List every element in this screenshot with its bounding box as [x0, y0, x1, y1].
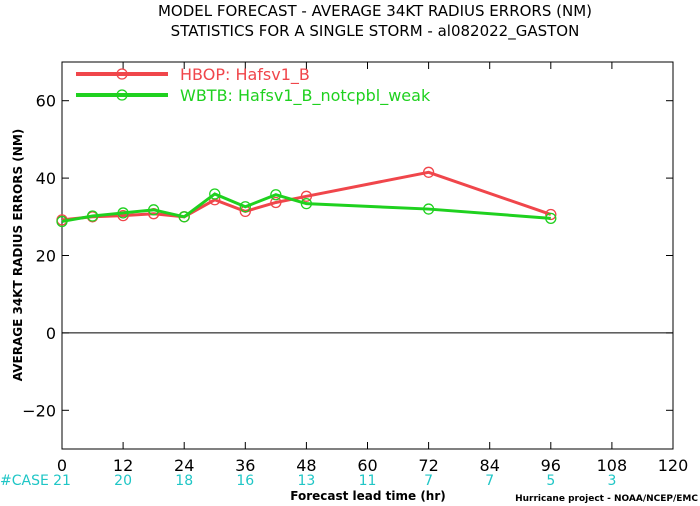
series-1-point: [545, 208, 557, 221]
series-2-point: [545, 212, 557, 224]
series-line-1: [61, 170, 552, 222]
series-2-point: [178, 211, 190, 223]
x-tick-label: 84: [480, 456, 500, 475]
plot-frame: [61, 61, 674, 450]
chart-title-line1: MODEL FORECAST - AVERAGE 34KT RADIUS ERR…: [158, 2, 592, 20]
series-2-point: [209, 188, 221, 200]
y-axis-label: AVERAGE 34KT RADIUS ERRORS (NM): [11, 129, 25, 381]
x-axis-label: Forecast lead time (hr): [290, 489, 446, 503]
series-2-point: [239, 201, 251, 213]
series-1-point: [422, 166, 435, 178]
x-tick-label: 108: [597, 456, 628, 475]
x-tick-label: 60: [357, 456, 377, 475]
case-count: 13: [297, 473, 315, 489]
series-2-point: [147, 204, 160, 216]
x-tick-label: 96: [541, 456, 561, 475]
legend-marker-2: [116, 89, 128, 101]
case-label: #CASE: [0, 473, 49, 489]
y-tick-label: 20: [36, 247, 56, 266]
legend-label-2: WBTB: Hafsv1_B_notcpbl_weak: [180, 86, 431, 106]
x-tick-label: 36: [235, 456, 255, 475]
x-tick-label: 24: [174, 456, 194, 475]
series-1-point: [117, 209, 129, 222]
case-count: 3: [607, 473, 616, 489]
series-1-point: [300, 190, 313, 202]
series-1-point: [270, 196, 282, 209]
chart-title-line2: STATISTICS FOR A SINGLE STORM - al082022…: [171, 22, 580, 41]
series-2-point: [422, 203, 435, 215]
y-tick-label: −20: [22, 401, 56, 420]
case-count: 5: [546, 473, 555, 489]
credit-text: Hurricane project - NOAA/NCEP/EMC: [515, 494, 698, 504]
x-tick-label: 12: [113, 456, 133, 475]
series-line-2: [61, 192, 551, 223]
legend-marker-1: [116, 68, 128, 80]
series-2-point: [56, 215, 68, 228]
x-tick-label: 72: [418, 456, 438, 475]
y-tick-label: 60: [36, 92, 56, 111]
y-tick-label: 40: [36, 169, 56, 188]
series-2-point: [86, 210, 99, 222]
series-2-point: [117, 207, 129, 219]
series-2-point: [270, 189, 282, 201]
case-count: 7: [424, 473, 433, 489]
case-count: 20: [114, 473, 132, 489]
case-count: 11: [359, 473, 377, 489]
case-count: 16: [236, 473, 254, 489]
y-tick-label: 0: [46, 324, 56, 343]
legend-label-1: HBOP: Hafsv1_B: [180, 65, 310, 85]
series-2-point: [300, 197, 313, 210]
x-tick-label: 120: [658, 456, 689, 475]
x-tick-label: 48: [296, 456, 316, 475]
x-tick-label: 0: [57, 456, 67, 475]
case-count: 18: [175, 473, 193, 489]
case-count: 21: [53, 473, 71, 489]
case-count: 7: [485, 473, 494, 489]
